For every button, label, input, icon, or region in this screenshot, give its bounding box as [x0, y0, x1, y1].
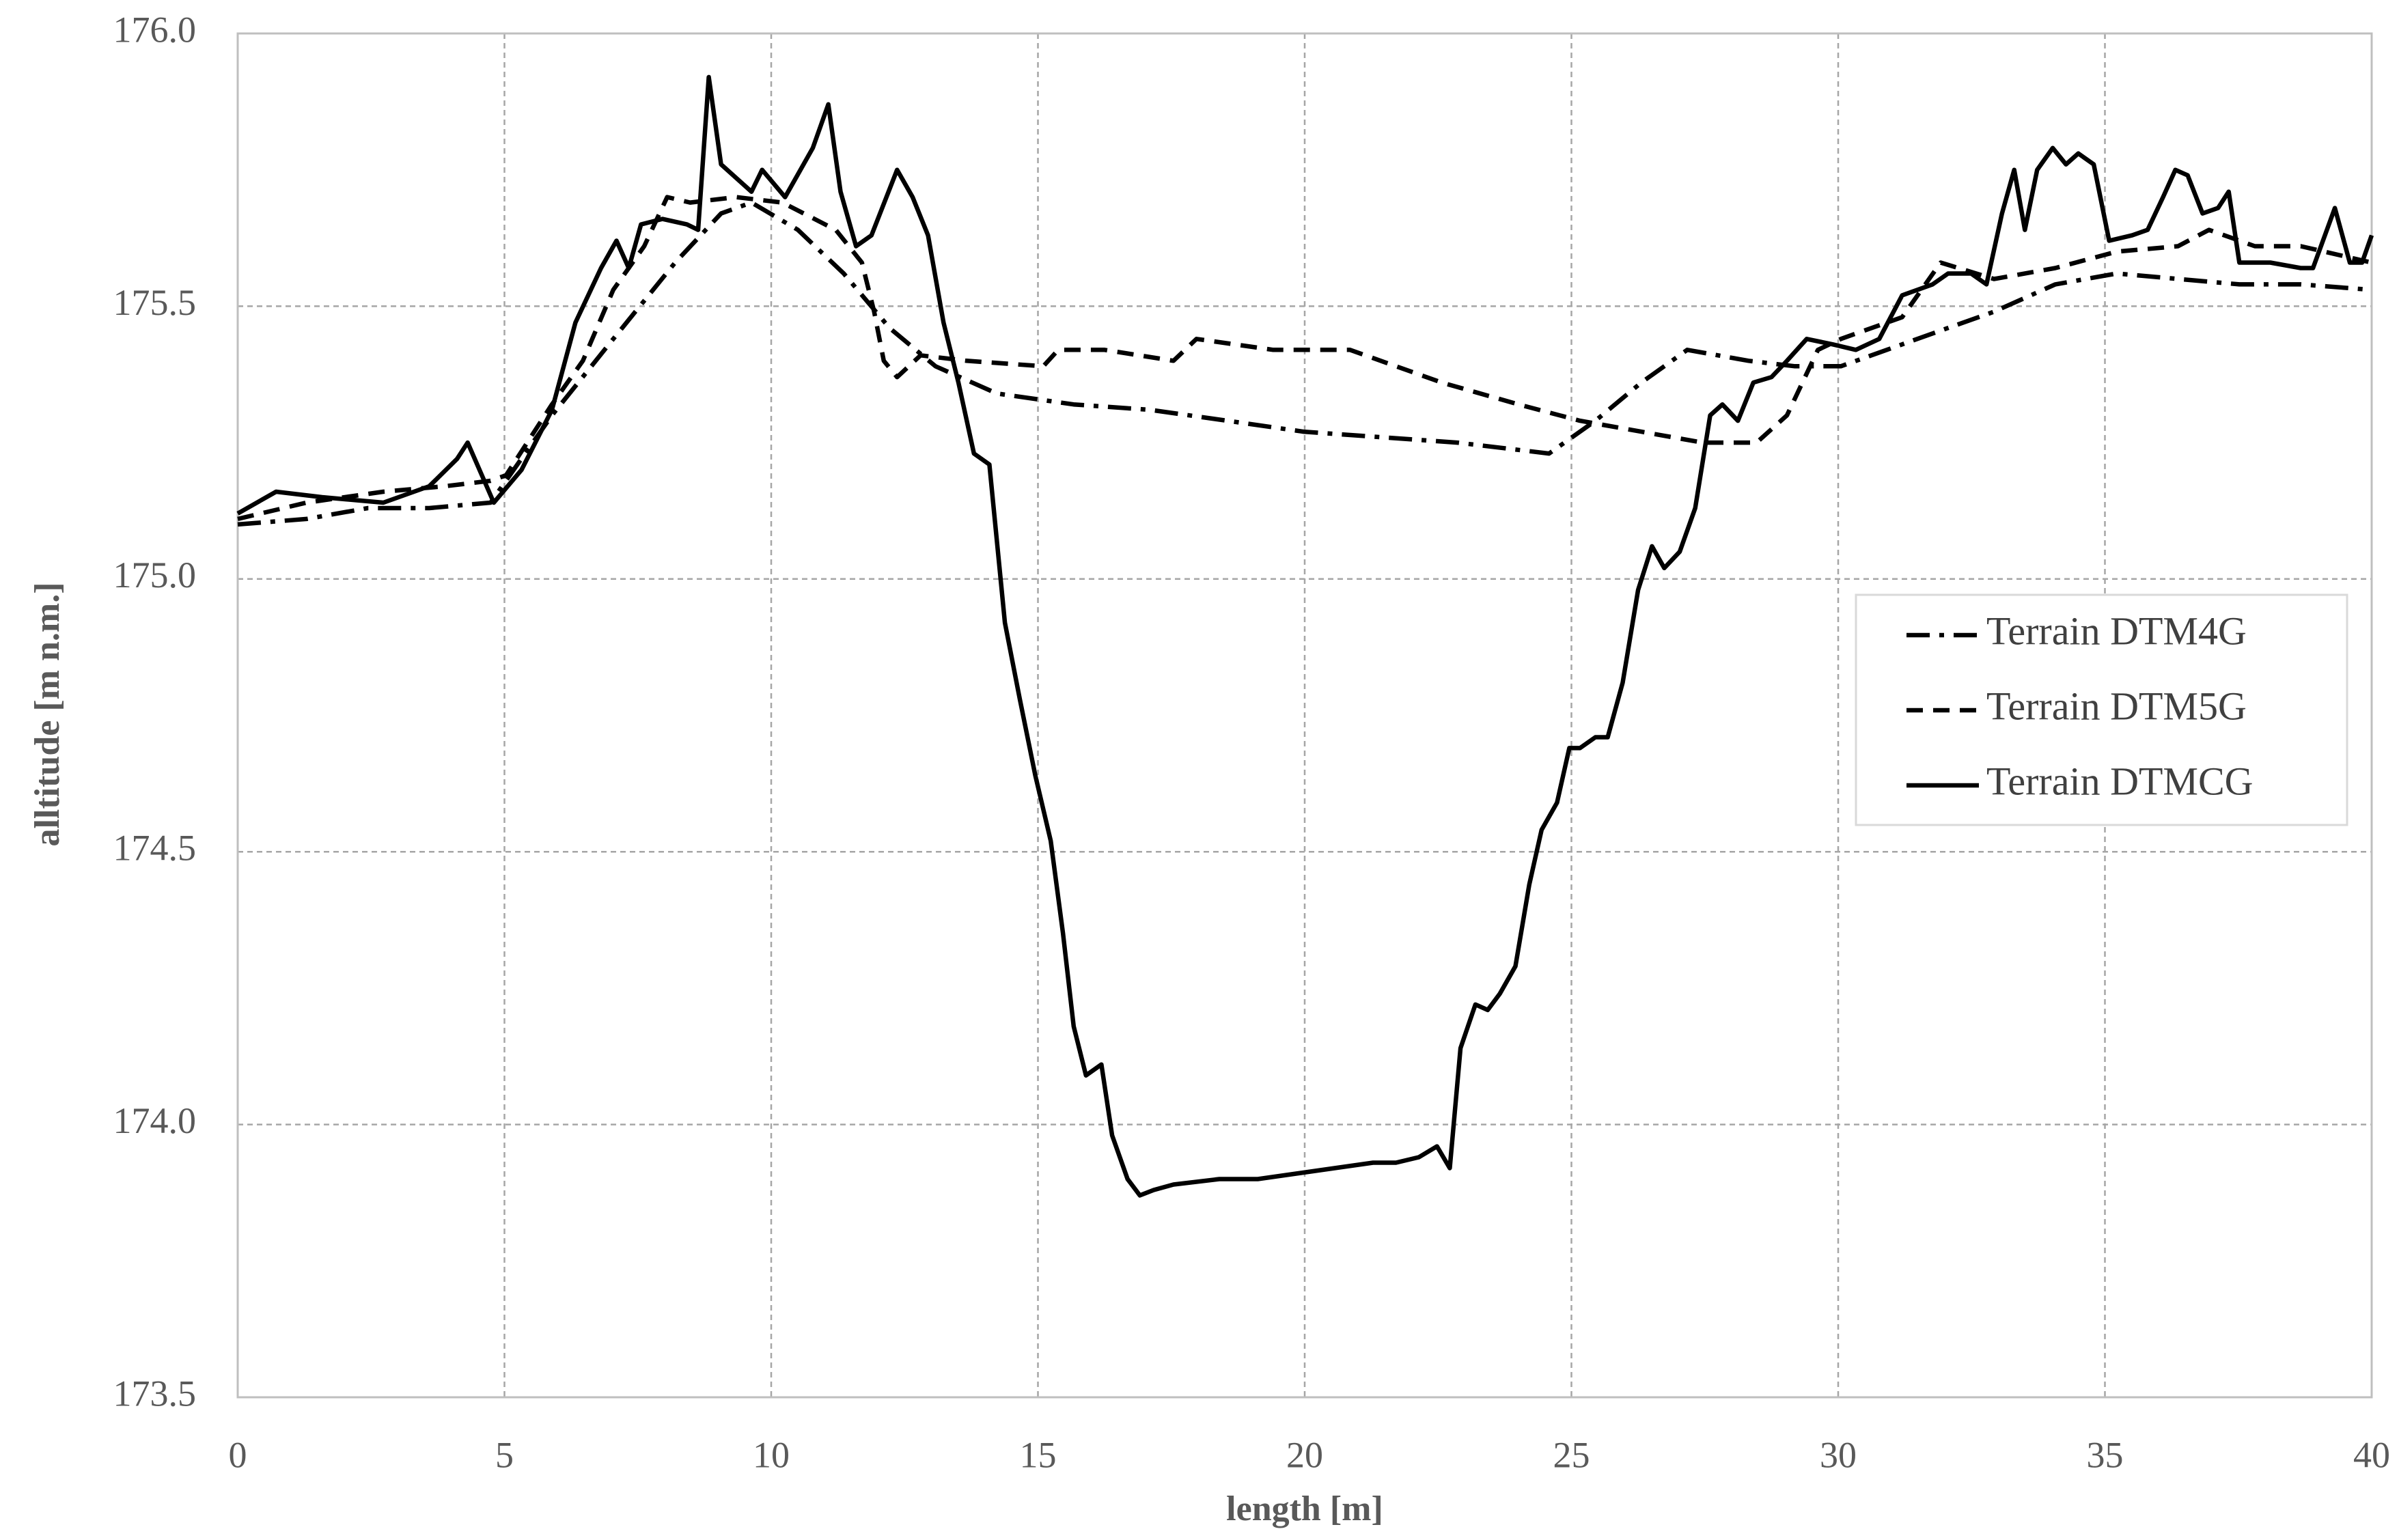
x-tick-label: 35 [2087, 1434, 2124, 1475]
legend: Terrain DTM4G Terrain DTM5G Terrain DTMCG [1906, 608, 2254, 803]
y-axis-title: alltitude [m n.m.] [28, 582, 67, 846]
x-tick-label: 5 [495, 1434, 514, 1475]
y-tick-label: 173.5 [113, 1373, 197, 1414]
y-tick-label: 175.0 [113, 555, 197, 596]
x-tick-label: 15 [1020, 1434, 1057, 1475]
x-tick-label: 20 [1286, 1434, 1323, 1475]
legend-label: Terrain DTM4G [1986, 608, 2247, 653]
series-line [237, 200, 2372, 527]
lines [236, 74, 2374, 1198]
y-tick-label: 176.0 [113, 9, 197, 50]
x-tick-label: 0 [229, 1434, 247, 1475]
x-axis-title: length [m] [1226, 1489, 1383, 1528]
y-tick-label: 174.5 [113, 828, 197, 869]
plot-frame [236, 32, 2373, 1399]
x-tick-label: 40 [2353, 1434, 2390, 1475]
series-line [236, 74, 2374, 1198]
legend-label: Terrain DTM5G [1986, 684, 2247, 728]
labels: 173.5 174.0 174.5 175.0 175.5 176.0 0 5 10 15 20 25… [113, 9, 2391, 1475]
y-tick-label: 174.0 [113, 1100, 197, 1141]
x-tick-label: 30 [1820, 1434, 1857, 1475]
x-tick-label: 25 [1553, 1434, 1590, 1475]
legend-label: Terrain DTMCG [1986, 759, 2254, 803]
series-line [237, 195, 2372, 522]
x-tick-label: 10 [753, 1434, 790, 1475]
y-tick-label: 175.5 [113, 282, 197, 323]
